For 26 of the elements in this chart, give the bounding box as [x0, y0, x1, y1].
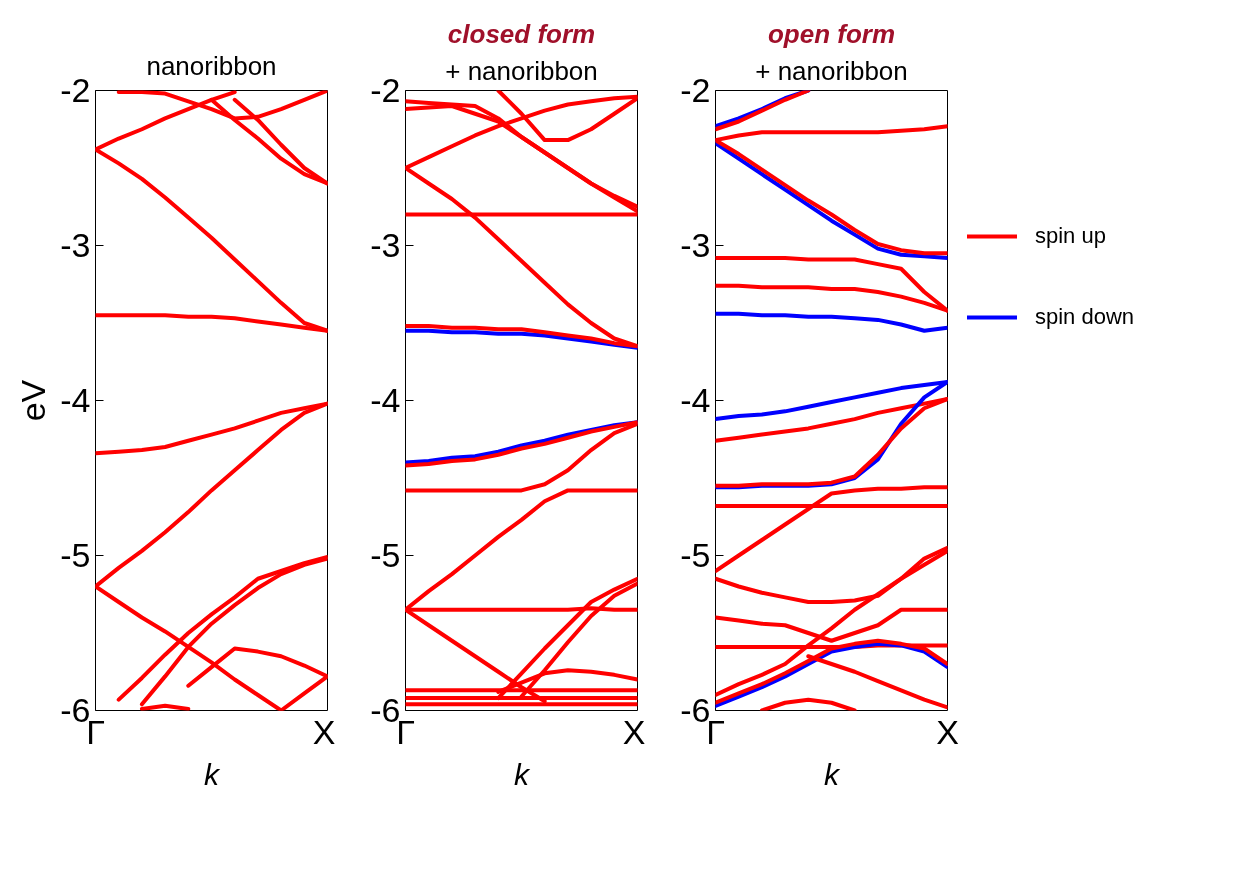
y-tick-label: -5	[680, 536, 711, 574]
y-tick-label: -4	[680, 381, 711, 419]
y-tick-label: -4	[370, 381, 401, 419]
legend-label: spin up	[1035, 223, 1106, 249]
y-tick-label: -5	[60, 536, 91, 574]
x-tick-label: X	[936, 712, 959, 751]
x-tick-label: X	[312, 712, 336, 751]
y-axis-title: eV	[14, 379, 53, 422]
y-tick-label: -3	[60, 226, 91, 264]
chart-title: closed form	[447, 18, 596, 49]
chart-subtitle: + nanoribbon	[445, 55, 598, 86]
chart-title: nanoribbon	[146, 50, 277, 81]
y-tick-label: -2	[370, 71, 401, 109]
x-axis-title: k	[514, 757, 531, 791]
y-tick-label: -5	[370, 536, 401, 574]
y-tick-label: -2	[680, 71, 711, 109]
chart-title: open form	[767, 18, 896, 49]
y-tick-label: -3	[370, 226, 401, 264]
y-tick-label: -3	[680, 226, 711, 264]
x-axis-title: k	[824, 757, 841, 791]
x-tick-label: X	[622, 712, 646, 751]
chart-subtitle: + nanoribbon	[755, 55, 908, 86]
legend-label: spin down	[1035, 304, 1135, 330]
y-tick-label: -2	[60, 71, 91, 109]
x-axis-title: k	[204, 757, 221, 791]
y-tick-label: -4	[60, 381, 91, 419]
